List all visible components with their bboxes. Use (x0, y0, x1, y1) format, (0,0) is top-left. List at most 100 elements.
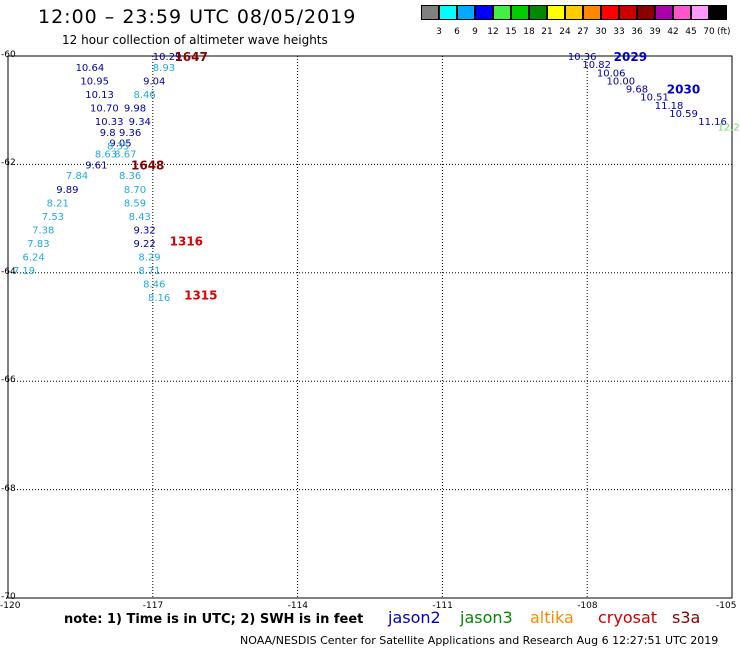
wave-height-value: 8.16 (148, 293, 170, 304)
track-time-label: 1315 (184, 288, 217, 302)
colorbar-swatch (583, 5, 601, 20)
colorbar-label: 42 (667, 27, 679, 37)
track-time-label: 2029 (614, 50, 647, 64)
wave-height-value: 6.24 (22, 253, 44, 264)
latitude-label: -60 (1, 50, 16, 60)
latitude-label: -64 (1, 266, 16, 277)
colorbar-label: 12 (487, 27, 499, 37)
wave-height-value: 12.25 (718, 122, 740, 133)
wave-height-value: 10.51 (640, 93, 669, 104)
longitude-label: -114 (287, 601, 309, 611)
longitude-label: -117 (142, 601, 164, 611)
satellite-legend-item: s3a (672, 608, 701, 627)
wave-height-value: 8.46 (133, 90, 155, 101)
satellite-legend-item: altika (530, 608, 574, 627)
wave-height-value: 9.36 (119, 128, 141, 139)
colorbar-swatch (637, 5, 655, 20)
colorbar-label: 39 (649, 27, 661, 37)
page-subtitle: 12 hour collection of altimeter wave hei… (62, 33, 328, 47)
wave-height-value: 7.53 (42, 212, 64, 223)
longitude-label: -108 (577, 601, 598, 611)
colorbar-swatch (421, 5, 439, 20)
colorbar-label: 36 (631, 27, 643, 37)
wave-height-value: 9.68 (626, 85, 648, 96)
wave-height-value: 10.59 (669, 109, 698, 120)
colorbar-swatch (565, 5, 583, 20)
colorbar-label: 70 (703, 27, 715, 37)
wave-height-value: 9.8 (100, 128, 116, 139)
wave-height-value: 10.33 (95, 117, 124, 128)
wave-height-value: 8.21 (47, 198, 69, 209)
wave-height-value: 10.64 (76, 63, 105, 74)
credit-line: NOAA/NESDIS Center for Satellite Applica… (240, 634, 719, 647)
wave-height-value: 7.84 (66, 171, 88, 182)
longitude-label: -120 (0, 601, 21, 611)
wave-height-value: 10.82 (582, 60, 611, 71)
colorbar-label: 21 (541, 27, 553, 37)
colorbar-label: 15 (505, 27, 517, 37)
wave-height-value: 10.36 (568, 52, 597, 63)
colorbar-swatch (511, 5, 529, 20)
track-time-label: 1316 (170, 234, 203, 248)
colorbar-label: 18 (523, 27, 535, 37)
colorbar-label: 6 (454, 27, 460, 37)
colorbar-swatch (529, 5, 547, 20)
wave-height-value: 8.46 (143, 280, 165, 291)
plot-frame (7, 55, 733, 599)
wave-height-value: 9.98 (124, 103, 146, 114)
colorbar-swatch (475, 5, 493, 20)
wave-height-value: 11.18 (655, 101, 684, 112)
colorbar-swatch (691, 5, 709, 20)
colorbar-swatch (619, 5, 637, 20)
colorbar-label: 24 (559, 27, 571, 37)
colorbar-unit: (ft) (717, 27, 731, 37)
wave-height-value: 10.29 (153, 52, 182, 63)
longitude-label: -111 (432, 601, 453, 611)
colorbar-swatch (655, 5, 673, 20)
satellite-legend-item: cryosat (598, 608, 658, 627)
wave-height-value: 7.83 (27, 239, 49, 250)
wave-height-value: 9.22 (133, 239, 155, 250)
wave-height-value: 9.05 (109, 139, 131, 150)
wave-height-value: 8.36 (119, 171, 141, 182)
longitude-label: -105 (716, 601, 737, 611)
colorbar-label: 27 (577, 27, 589, 37)
colorbar-label: 33 (613, 27, 625, 37)
wave-height-value: 8.59 (124, 198, 146, 209)
satellite-legend-item: jason3 (460, 608, 513, 627)
page-title: 12:00 – 23:59 UTC 08/05/2019 (38, 6, 357, 28)
track-time-label: 1648 (131, 158, 164, 172)
wave-height-value: 8.35 (107, 141, 129, 152)
colorbar-label: 45 (685, 27, 697, 37)
colorbar-swatch (673, 5, 691, 20)
wave-height-value: 8.70 (124, 185, 146, 196)
track-time-label: 1647 (174, 50, 207, 64)
colorbar-swatch (457, 5, 475, 20)
wave-height-value: 10.70 (90, 103, 119, 114)
colorbar-swatch (439, 5, 457, 20)
wave-height-value: 10.06 (597, 68, 626, 79)
wave-height-value: 8.67 (114, 150, 136, 161)
colorbar-label: 9 (472, 27, 478, 37)
wave-height-value: 9.32 (133, 225, 155, 236)
wave-height-value: 8.63 (95, 150, 117, 161)
colorbar-swatch (547, 5, 565, 20)
latitude-label: -66 (1, 375, 16, 386)
latitude-label: -70 (1, 592, 16, 602)
wave-height-value: 9.34 (129, 117, 151, 128)
wave-height-value: 10.00 (607, 76, 636, 87)
wave-height-value: 10.13 (85, 90, 114, 101)
wave-height-value: 11.16 (698, 117, 727, 128)
colorbar-swatch (493, 5, 511, 20)
wave-height-value: 8.71 (138, 266, 160, 277)
wave-height-value: 7.19 (13, 266, 35, 277)
latitude-label: -62 (1, 158, 16, 169)
wave-height-value: 7.38 (32, 225, 54, 236)
satellite-legend-item: jason2 (388, 608, 441, 627)
colorbar-swatch (601, 5, 619, 20)
wave-height-value: 9.89 (56, 185, 78, 196)
colorbar-swatch (709, 5, 727, 20)
wave-height-value: 8.43 (129, 212, 151, 223)
